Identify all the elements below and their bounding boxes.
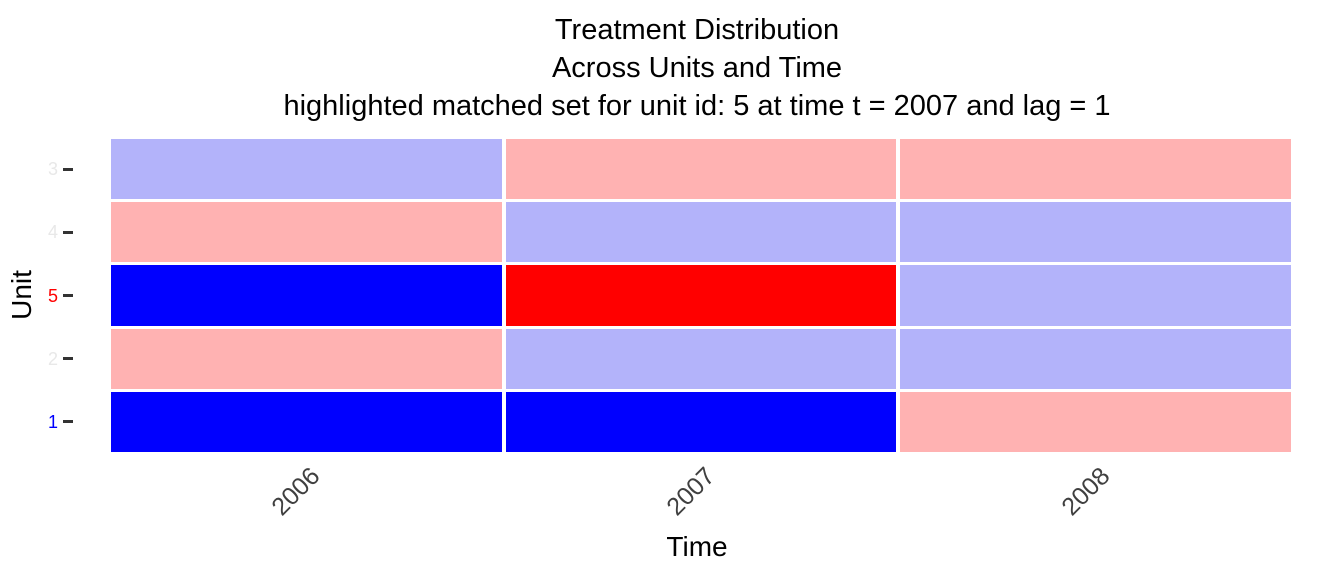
y-tick-mark: [63, 420, 73, 424]
heatmap-cell: [900, 139, 1291, 200]
heatmap-panel: [111, 139, 1291, 452]
x-tick-label: 2006: [266, 462, 326, 522]
heatmap-cell: [900, 328, 1291, 389]
heatmap-cell: [505, 328, 897, 389]
heatmap-cell: [900, 265, 1291, 326]
chart-title: Treatment Distribution Across Units and …: [283, 11, 1110, 125]
y-tick-label: 1: [47, 411, 58, 432]
heatmap-cell: [111, 328, 502, 389]
heatmap-cell: [505, 265, 897, 326]
y-tick-label: 2: [47, 348, 58, 369]
chart-title-line-3: highlighted matched set for unit id: 5 a…: [283, 90, 1111, 122]
y-tick-mark: [63, 167, 73, 171]
y-tick-mark: [63, 230, 73, 234]
y-tick-label: 4: [47, 222, 58, 243]
heatmap-cell: [505, 202, 897, 263]
heatmap-cell: [505, 391, 897, 452]
chart-title-line-1: Treatment Distribution: [554, 14, 840, 46]
heatmap-cell: [111, 265, 502, 326]
heatmap-cell: [900, 391, 1291, 452]
y-tick-label: 3: [47, 159, 58, 180]
heatmap-cell: [111, 139, 502, 200]
x-axis-title: Time: [666, 531, 728, 562]
y-tick-mark: [63, 294, 73, 297]
heatmap-cell: [505, 139, 897, 200]
heatmap-cell: [111, 391, 502, 452]
x-tick-label: 2008: [1056, 462, 1116, 522]
heatmap-cell: [900, 202, 1291, 263]
y-tick-mark: [63, 357, 73, 361]
heatmap-cell: [111, 202, 502, 263]
y-tick-label: 5: [47, 285, 58, 306]
chart-title-line-2: Across Units and Time: [551, 52, 843, 84]
x-tick-label: 2007: [661, 462, 721, 522]
